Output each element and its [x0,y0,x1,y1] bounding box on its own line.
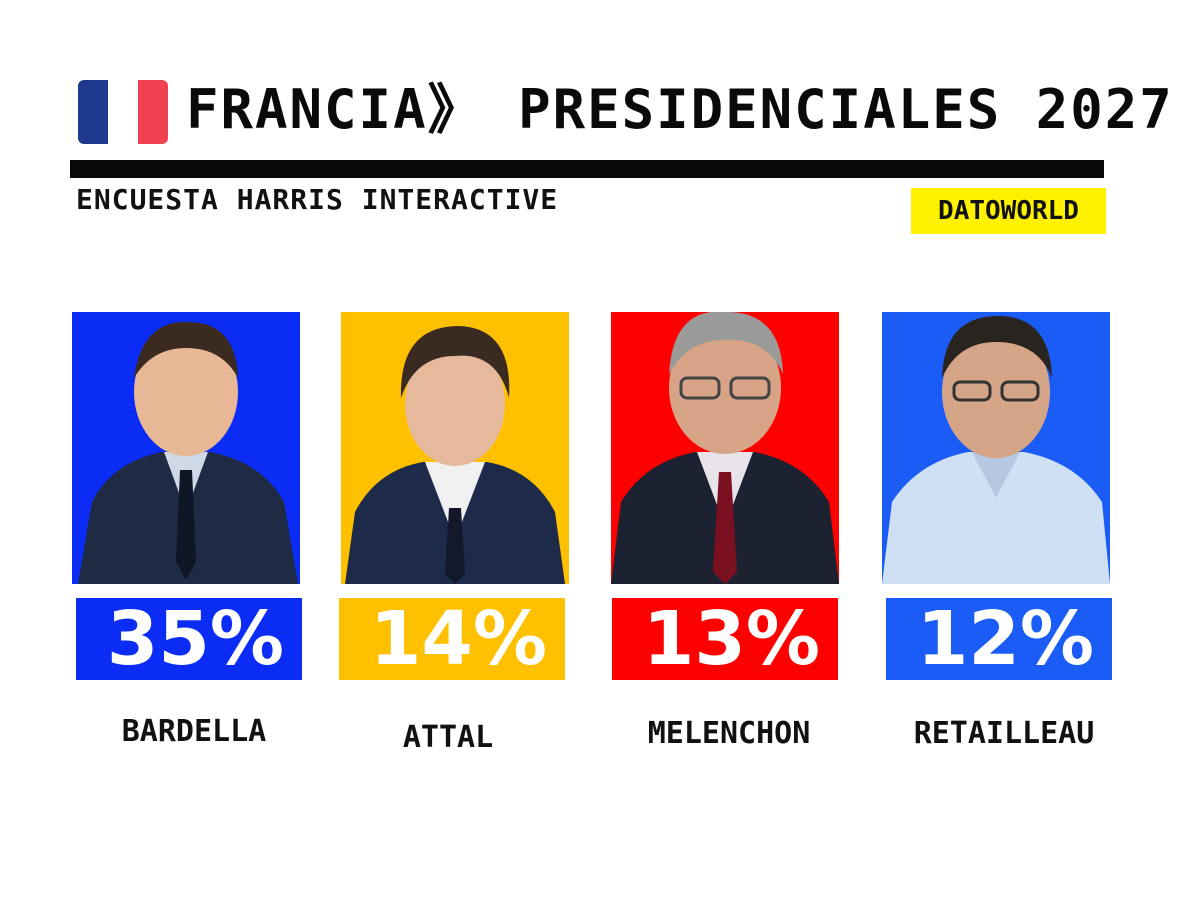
flag-stripe-red [138,80,168,144]
candidate-name-melenchon: MELENCHON [647,716,811,751]
percent-box-bardella: 35% [76,598,302,680]
candidate-photo-retailleau [882,312,1110,584]
percent-box-attal: 14% [339,598,565,680]
title-divider [70,160,1104,178]
portrait-icon [345,326,565,584]
brand-badge: DATOWORLD [911,188,1106,234]
portrait-icon [78,321,298,584]
candidate-name-attal: ATTAL [402,720,494,755]
candidate-name-bardella: BARDELLA [121,714,267,749]
poll-source: ENCUESTA HARRIS INTERACTIVE [76,183,559,216]
percent-box-melenchon: 13% [612,598,838,680]
france-flag-icon [78,80,168,144]
percent-box-retailleau: 12% [886,598,1112,680]
flag-stripe-blue [78,80,108,144]
candidate-photo-melenchon [611,312,839,584]
portrait-icon [882,316,1110,584]
flag-stripe-white [108,80,138,144]
candidate-photo-attal [341,312,569,584]
candidate-name-retailleau: RETAILLEAU [913,716,1095,751]
page-title: FRANCIA》 PRESIDENCIALES 2027 [186,78,1174,141]
portrait-icon [611,312,839,584]
candidate-photo-bardella [72,312,300,584]
